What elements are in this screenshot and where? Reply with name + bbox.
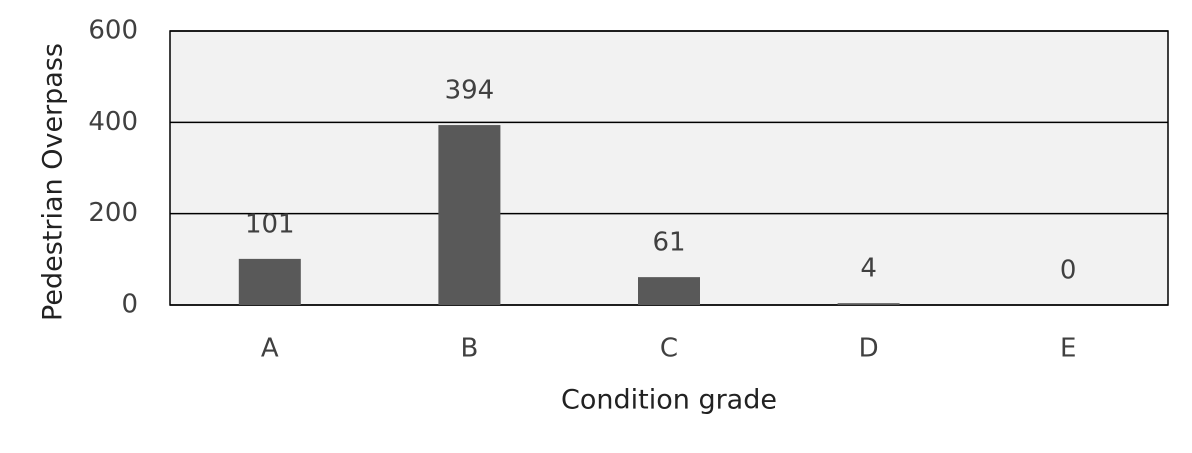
bar: [638, 277, 700, 305]
x-tick-label: D: [859, 334, 879, 364]
y-axis-title: Pedestrian Overpass: [38, 43, 69, 321]
y-tick-label: 200: [88, 198, 138, 228]
x-tick-label: E: [1060, 334, 1076, 364]
y-tick-label: 400: [88, 107, 138, 137]
data-label: 101: [245, 209, 295, 239]
x-tick-label: C: [660, 334, 678, 364]
data-label: 0: [1060, 256, 1077, 286]
x-axis-title: Condition grade: [561, 385, 777, 416]
plot-area: [170, 31, 1168, 305]
x-tick-label: A: [261, 334, 279, 364]
y-tick-label: 0: [121, 290, 138, 320]
data-label: 394: [445, 76, 495, 106]
y-tick-label: 600: [88, 16, 138, 46]
bar: [837, 303, 900, 305]
data-label: 61: [652, 228, 685, 258]
bar: [438, 125, 501, 305]
bar: [238, 258, 301, 305]
data-label: 4: [860, 254, 877, 284]
x-tick-label: B: [460, 334, 478, 364]
